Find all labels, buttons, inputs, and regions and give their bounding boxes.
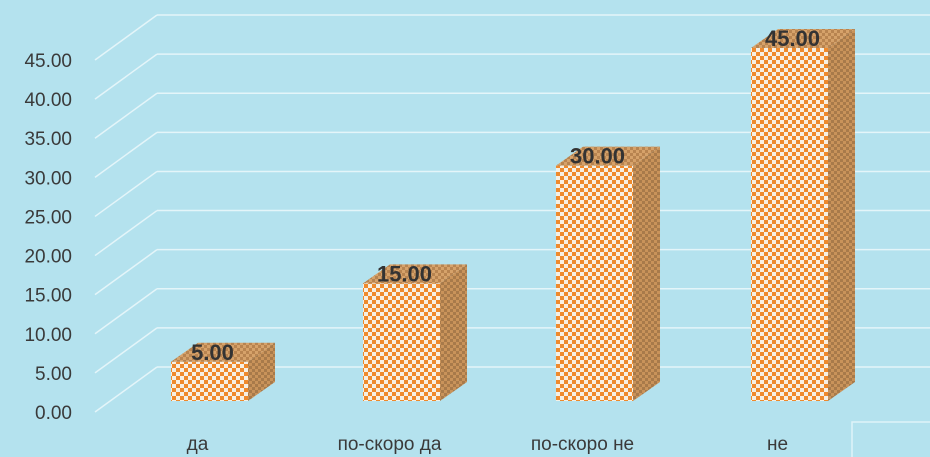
bar-top-face — [363, 264, 467, 284]
y-axis-tick-labels: 0.00 5.00 10.00 15.00 20.00 25.00 30.00 35.00 40… — [24, 51, 72, 424]
bar-front-face — [363, 283, 440, 401]
bar — [751, 29, 855, 401]
y-tick-label: 20.00 — [24, 247, 72, 268]
gridline-side — [94, 53, 158, 100]
plot-area-corner — [851, 421, 930, 457]
bar-side-face — [633, 146, 660, 401]
bar-front-face — [171, 361, 248, 401]
bar-top-face — [171, 342, 275, 362]
bar-side-face — [828, 29, 855, 401]
bar — [171, 342, 275, 401]
bars — [171, 29, 855, 401]
x-category-label: не — [767, 434, 788, 455]
bar — [363, 264, 467, 401]
y-tick-label: 25.00 — [24, 207, 72, 228]
data-label: 5.00 — [191, 340, 234, 365]
bar-side-face — [440, 264, 467, 401]
x-category-label: по-скоро не — [531, 434, 634, 455]
bar-front-face — [751, 48, 828, 401]
corner-decoration — [851, 421, 930, 457]
y-tick-label: 30.00 — [24, 168, 72, 189]
y-tick-label: 15.00 — [24, 286, 72, 307]
gridline-side — [94, 288, 158, 335]
data-label: 30.00 — [570, 144, 625, 169]
gridline-side — [94, 131, 158, 178]
data-label: 45.00 — [765, 26, 820, 51]
y-tick-label: 5.00 — [35, 364, 72, 385]
gridline-side — [94, 209, 158, 257]
gridline-side — [94, 14, 158, 61]
x-axis-category-labels: да по-скоро да по-скоро не не — [187, 434, 788, 455]
y-tick-label: 45.00 — [24, 51, 72, 72]
data-label: 15.00 — [377, 261, 432, 286]
gridline-side — [94, 366, 158, 413]
data-labels: 5.00 15.00 30.00 45.00 — [191, 26, 820, 365]
y-tick-label: 40.00 — [24, 90, 72, 111]
y-tick-label: 10.00 — [24, 325, 72, 346]
x-category-label: по-скоро да — [338, 434, 442, 455]
bar-side-face — [248, 342, 275, 401]
bar-top-face — [556, 146, 660, 166]
gridline-side — [94, 249, 158, 296]
y-tick-label: 35.00 — [24, 129, 72, 150]
gridline-side — [94, 170, 158, 218]
bar — [556, 146, 660, 401]
y-tick-label: 0.00 — [35, 403, 72, 424]
gridline-side — [94, 327, 158, 374]
gridline-side — [94, 92, 158, 139]
bar-front-face — [556, 165, 633, 401]
x-category-label: да — [187, 434, 209, 455]
bar-top-face — [751, 29, 855, 48]
